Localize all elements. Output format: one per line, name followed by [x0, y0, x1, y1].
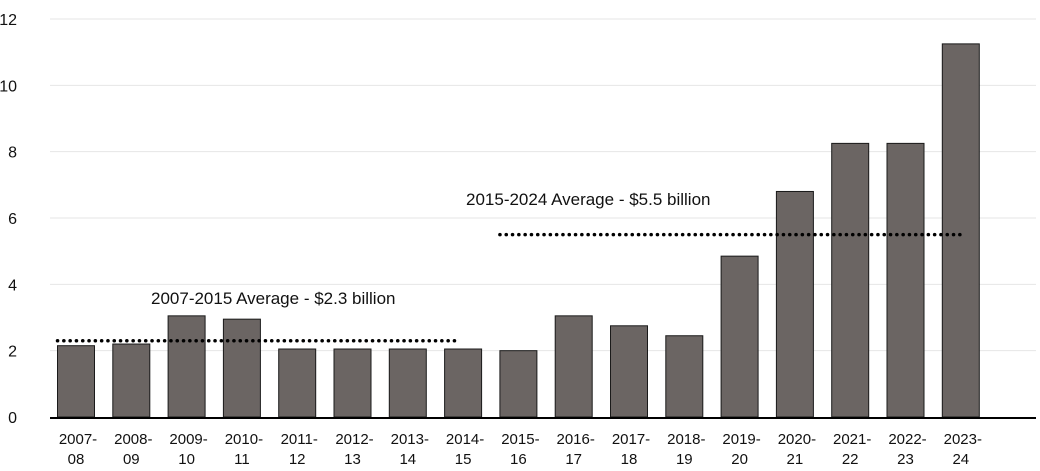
x-tick-label: 2018-19 — [667, 431, 705, 468]
bar — [167, 315, 206, 418]
x-tick-label: 2021-22 — [833, 431, 871, 468]
bar — [610, 325, 648, 418]
bar — [775, 190, 814, 418]
bar — [222, 318, 261, 418]
x-axis-category-labels: 2007-08 2008-09 2009-10 2010-11 2011-12 2012-… — [59, 431, 982, 468]
y-tick-label: 2 — [8, 344, 17, 361]
bar — [112, 343, 151, 418]
bar — [333, 348, 372, 418]
average-annotation: 2007-2015 Average - $2.3 billion — [151, 289, 395, 308]
average-lines: 2007-2015 Average - $2.3 billion 2015-202… — [55, 190, 963, 343]
bar — [499, 350, 538, 418]
x-tick-label: 2023-24 — [944, 431, 982, 468]
bars — [57, 43, 980, 418]
x-tick-label: 2011-12 — [281, 431, 318, 468]
x-tick-label: 2007-08 — [59, 431, 97, 468]
x-tick-label: 2012-13 — [335, 431, 373, 468]
bar — [665, 335, 704, 418]
gridlines — [50, 18, 1036, 352]
bar — [886, 142, 925, 418]
x-tick-label: 2016-17 — [557, 431, 595, 468]
x-tick-label: 2008-09 — [114, 431, 152, 468]
bar — [941, 43, 980, 418]
y-tick-label: 4 — [8, 277, 17, 294]
y-tick-label: 0 — [8, 410, 17, 427]
x-tick-label: 2013-14 — [391, 431, 429, 468]
x-tick-label: 2010-11 — [225, 431, 263, 468]
x-tick-label: 2009-10 — [169, 431, 207, 468]
x-tick-label: 2017-18 — [612, 431, 650, 468]
y-tick-label: 6 — [8, 211, 17, 228]
bar — [278, 348, 317, 418]
y-axis-tick-labels: 0 2 4 6 8 10 12 — [0, 12, 17, 427]
bar — [720, 255, 759, 418]
x-tick-label: 2022-23 — [888, 431, 926, 468]
x-tick-label: 2020-21 — [778, 431, 816, 468]
x-tick-label: 2019-20 — [722, 431, 760, 468]
y-tick-label: 8 — [8, 145, 17, 162]
y-tick-label: 12 — [0, 12, 17, 29]
bar — [388, 348, 427, 418]
bar — [831, 142, 870, 418]
bar — [554, 315, 593, 418]
average-annotation: 2015-2024 Average - $5.5 billion — [466, 190, 710, 209]
bar — [444, 348, 483, 418]
bar — [57, 345, 95, 418]
y-tick-label: 10 — [0, 78, 17, 95]
x-tick-label: 2015-16 — [501, 431, 539, 468]
x-tick-label: 2014-15 — [446, 431, 484, 468]
